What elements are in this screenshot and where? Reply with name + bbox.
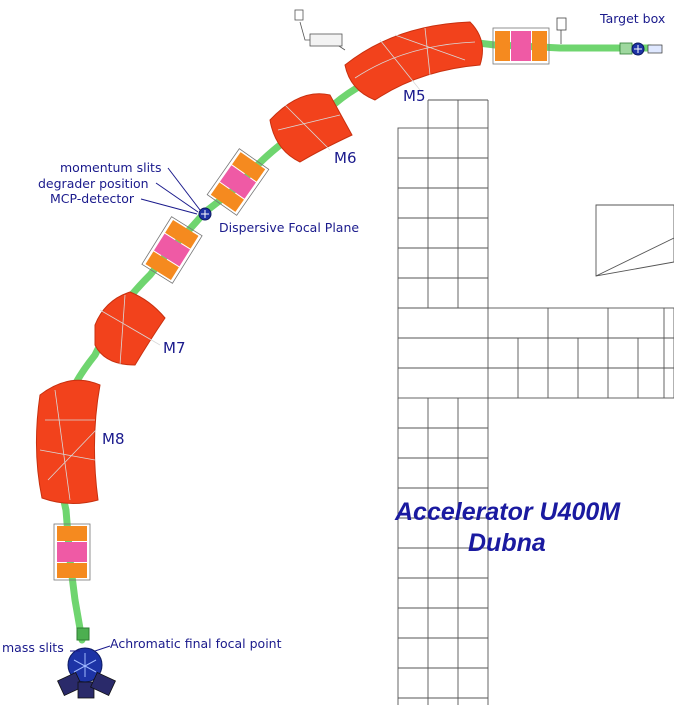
m5-label: M5 <box>403 87 426 105</box>
degrader-position-label: degrader position <box>38 176 149 191</box>
dipole-m8 <box>35 379 101 504</box>
final-detector-assembly <box>57 627 116 699</box>
quadrupole-q4 <box>53 523 91 581</box>
target-box-label: Target box <box>599 11 665 26</box>
dipole-m5 <box>344 21 483 101</box>
m5-frame <box>294 9 346 51</box>
momentum-slits-label: momentum slits <box>60 160 161 175</box>
accelerator-title-line1: Accelerator U400M <box>394 498 621 526</box>
dipole-m6 <box>269 93 353 163</box>
mcp-detector-label: MCP-detector <box>50 191 135 206</box>
quadrupole-q2 <box>206 148 270 216</box>
m7-label: M7 <box>163 339 186 357</box>
building-floorplan <box>397 99 674 705</box>
dipole-m7 <box>94 291 166 366</box>
dispersive-focal-plane-detector <box>198 207 212 221</box>
quadrupole-q3 <box>141 216 203 284</box>
label-leaders <box>70 167 201 652</box>
target-box-assembly <box>556 17 663 56</box>
accelerator-title-line2: Dubna <box>468 529 546 557</box>
achromatic-focal-point-label: Achromatic final focal point <box>110 636 282 651</box>
skewed-room <box>595 204 674 277</box>
quadrupole-q1 <box>492 27 550 65</box>
m6-label: M6 <box>334 149 357 167</box>
room-block-wing <box>397 307 674 399</box>
m8-label: M8 <box>102 430 125 448</box>
mass-slits-label: mass slits <box>2 640 64 655</box>
dispersive-focal-plane-label: Dispersive Focal Plane <box>219 220 359 235</box>
